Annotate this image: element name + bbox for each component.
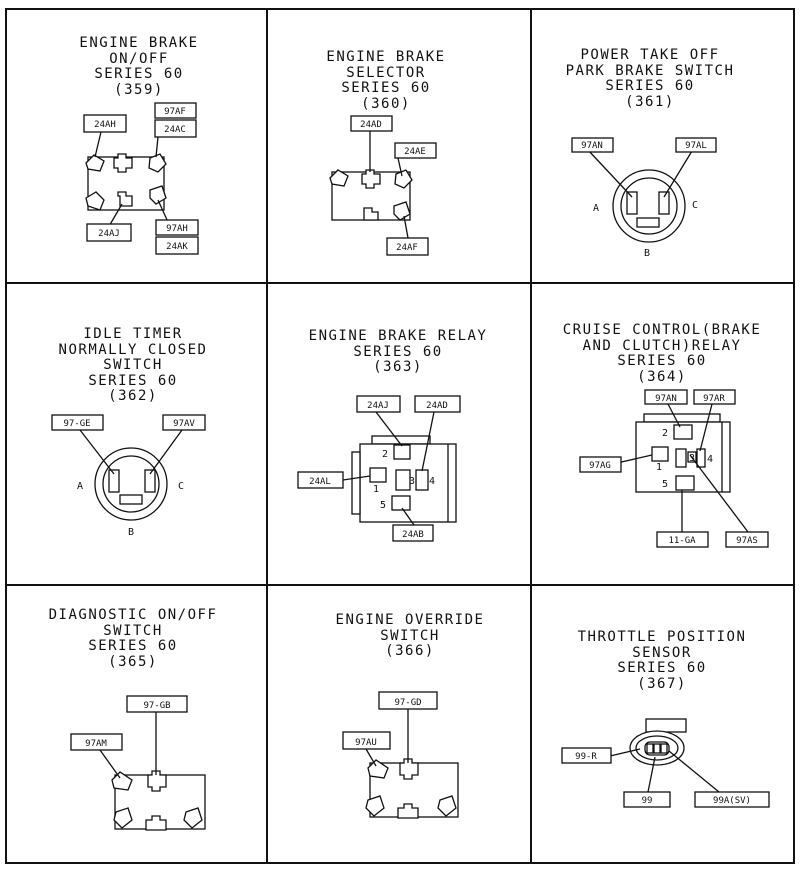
pin-label-363-5: 5	[380, 500, 386, 511]
wire-label-362-97-GE: 97-GE	[63, 419, 90, 429]
label-box-363-24AJ	[356, 395, 401, 413]
wire-label-363-24AL: 24AL	[309, 477, 331, 487]
wire-label-366-97-GD: 97-GD	[394, 698, 421, 708]
pin-label-364-2: 2	[662, 428, 668, 439]
wire-label-359-24AK: 24AK	[166, 242, 188, 252]
label-box-360-24AD	[350, 115, 393, 132]
label-box-363-24AD	[414, 395, 461, 413]
label-box-359-97AF	[154, 102, 197, 119]
wire-label-367-99: 99	[642, 796, 653, 806]
relay-364	[616, 403, 749, 533]
panel-363-title: ENGINE BRAKE RELAY SERIES 60 (363)	[308, 328, 488, 375]
panel-364-title: CRUISE CONTROL(BRAKE AND CLUTCH)RELAY SERI…	[562, 322, 762, 385]
label-box-362-97-GE	[51, 414, 104, 431]
wire-label-363-24AD: 24AD	[426, 401, 448, 411]
panel-367-title: THROTTLE POSITION SENSOR SERIES 60 (367)	[577, 629, 747, 692]
label-box-363-24AL	[297, 471, 344, 489]
wire-label-364-97AS: 97AS	[736, 536, 758, 546]
connector-361	[587, 149, 693, 243]
pin-label-361-A: A	[593, 203, 599, 214]
wire-label-367-99-R: 99-R	[575, 752, 597, 762]
wire-label-367-99A-SV: 99A(SV)	[713, 796, 751, 806]
label-box-367-99-R	[561, 747, 612, 764]
label-box-364-97AR	[693, 389, 736, 405]
relay-363	[342, 411, 457, 526]
wire-label-365-97-GB: 97-GB	[143, 701, 170, 711]
wire-label-360-24AD: 24AD	[360, 120, 382, 130]
label-box-362-97AV	[162, 414, 206, 431]
label-box-364-97AN	[644, 389, 688, 405]
pin-label-362-A: A	[77, 481, 83, 492]
pin-label-363-2: 2	[382, 449, 388, 460]
connector-359	[85, 131, 169, 229]
panel-361-title: POWER TAKE OFF PARK BRAKE SWITCH SERIES 60…	[565, 47, 735, 110]
label-box-364-11-GA	[656, 531, 709, 548]
pin-label-363-4: 4	[429, 476, 435, 487]
grid-divider-h1	[7, 282, 793, 284]
label-box-367-99	[623, 791, 671, 808]
grid-divider-v2	[530, 10, 532, 862]
panel-362-title: IDLE TIMER NORMALLY CLOSED SWITCH SERIES 60…	[58, 326, 208, 404]
label-box-365-97AM	[70, 733, 123, 751]
label-box-360-24AF	[386, 237, 429, 256]
pin-label-364-3: 3	[689, 453, 695, 464]
pin-label-362-C: C	[178, 481, 184, 492]
label-box-359-24AH	[83, 114, 127, 133]
pin-label-362-B: B	[128, 527, 134, 538]
wire-label-360-24AE: 24AE	[404, 147, 426, 157]
panel-365-title: DIAGNOSTIC ON/OFF SWITCH SERIES 60 (365)	[48, 607, 218, 670]
label-box-359-97AH	[155, 219, 199, 236]
pin-label-364-5: 5	[662, 479, 668, 490]
pin-label-363-1: 1	[373, 484, 379, 495]
wire-label-362-97AV: 97AV	[173, 419, 195, 429]
wire-label-365-97AM: 97AM	[85, 739, 107, 749]
grid-divider-v1	[266, 10, 268, 862]
label-box-366-97AU	[342, 731, 391, 750]
label-box-359-24AJ	[86, 223, 132, 242]
wire-label-366-97AU: 97AU	[355, 738, 377, 748]
wire-label-363-24AJ: 24AJ	[367, 401, 389, 411]
label-box-364-97AS	[725, 531, 769, 548]
wire-label-359-24AJ: 24AJ	[98, 229, 120, 239]
diagram-grid	[5, 8, 795, 864]
pin-label-361-B: B	[644, 248, 650, 259]
wire-label-361-97AL: 97AL	[685, 141, 707, 151]
label-box-365-97-GB	[126, 695, 188, 713]
wire-label-363-24AB: 24AB	[402, 530, 424, 540]
label-box-361-97AL	[675, 137, 717, 153]
wire-label-364-97AG: 97AG	[589, 461, 611, 471]
label-box-361-97AN	[571, 137, 614, 153]
pin-label-364-4: 4	[707, 454, 713, 465]
pin-label-363-3: 3	[409, 476, 415, 487]
pin-label-361-C: C	[692, 200, 698, 211]
wire-label-359-97AF: 97AF	[164, 107, 186, 117]
wire-label-364-97AN: 97AN	[655, 394, 677, 404]
panel-359-title: ENGINE BRAKE ON/OFF SERIES 60 (359)	[79, 35, 199, 98]
pin-label-364-1: 1	[656, 462, 662, 473]
connector-365	[99, 712, 206, 831]
wire-label-359-24AC: 24AC	[164, 125, 186, 135]
connector-362	[79, 429, 183, 521]
wire-label-359-24AH: 24AH	[94, 120, 116, 130]
label-box-360-24AE	[394, 142, 437, 159]
sensor-367	[609, 718, 720, 793]
label-box-363-24AB	[392, 524, 434, 542]
label-box-367-99A-SV	[694, 791, 770, 808]
panel-366-title: ENGINE OVERRIDE SWITCH (366)	[335, 612, 485, 659]
wire-label-364-11-GA: 11-GA	[668, 536, 696, 546]
label-box-366-97-GD	[378, 691, 438, 710]
wire-label-359-97AH: 97AH	[166, 224, 188, 234]
connector-366	[365, 709, 459, 819]
label-box-359-24AK	[155, 236, 199, 255]
grid-divider-h2	[7, 584, 793, 586]
panel-360-title: ENGINE BRAKE SELECTOR SERIES 60 (360)	[326, 49, 446, 112]
label-box-359-24AC	[154, 119, 197, 138]
wire-label-360-24AF: 24AF	[396, 243, 418, 253]
connector-360	[329, 131, 413, 239]
label-box-364-97AG	[579, 456, 622, 473]
wire-label-364-97AR: 97AR	[703, 394, 725, 404]
wire-label-361-97AN: 97AN	[581, 141, 603, 151]
